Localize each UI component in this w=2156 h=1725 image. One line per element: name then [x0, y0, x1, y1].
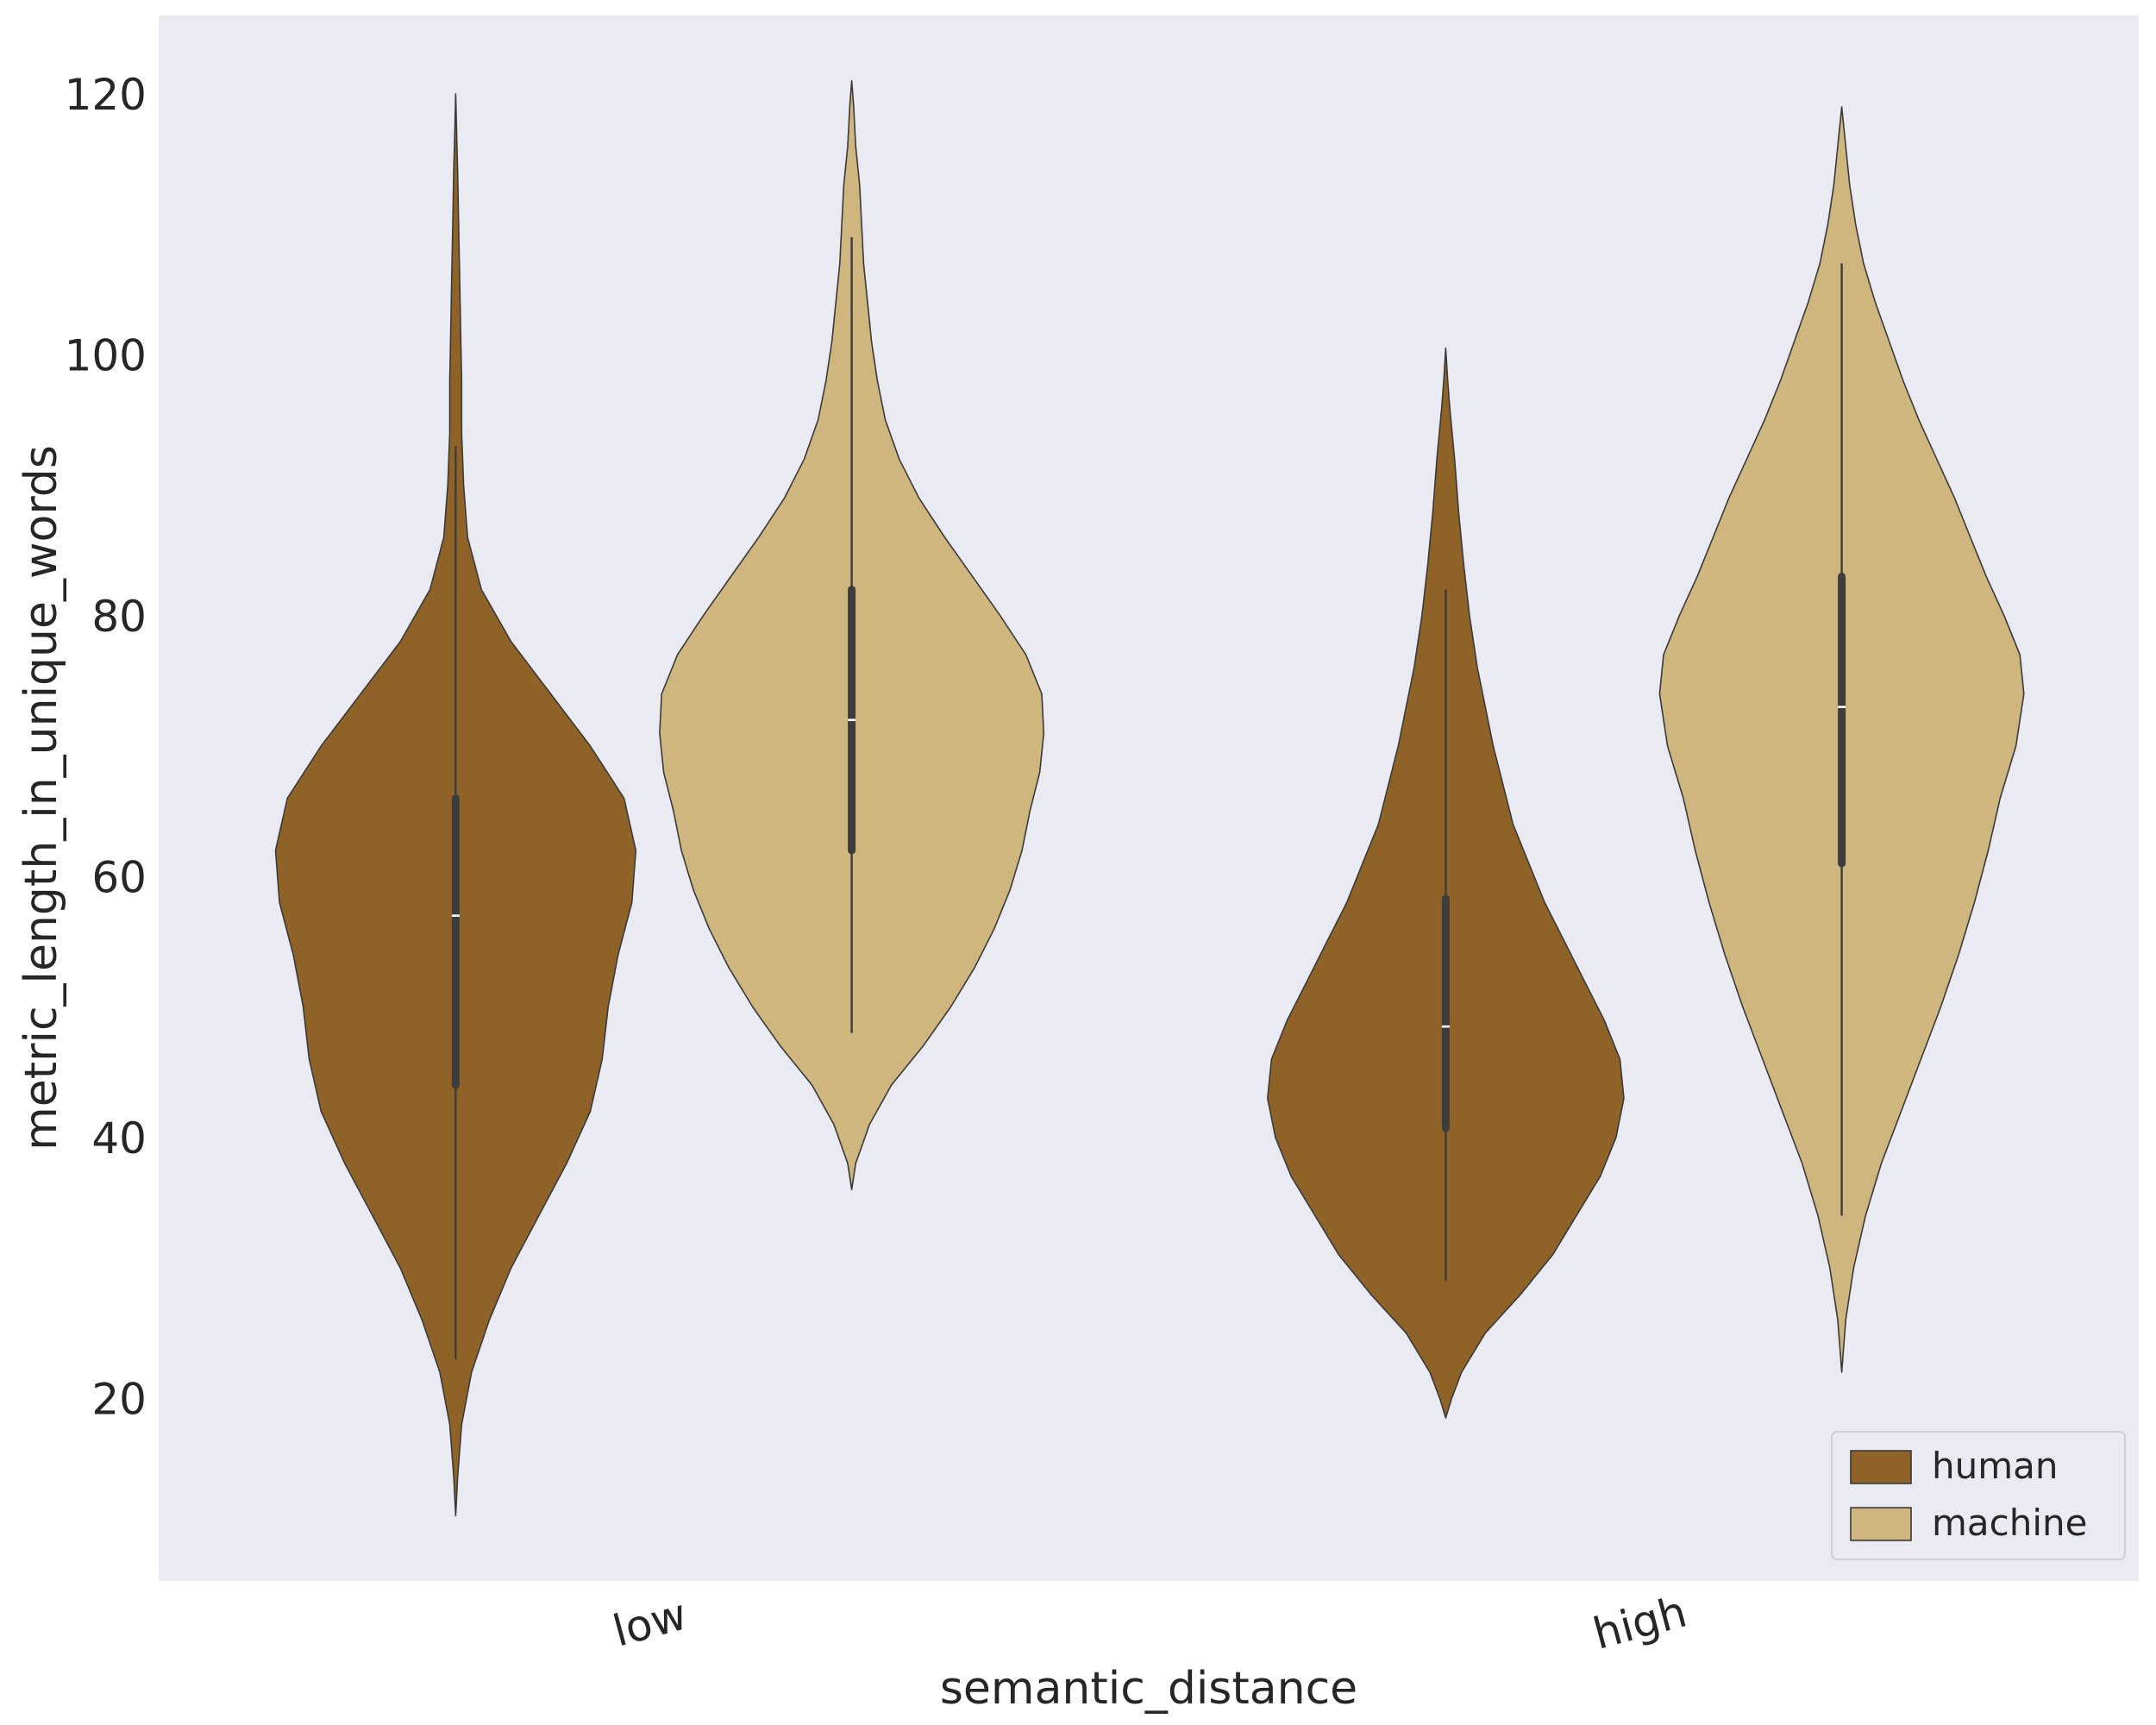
y-tick-label: 80 [91, 592, 147, 642]
x-axis-label: semantic_distance [940, 1663, 1357, 1715]
legend-swatch-machine [1850, 1507, 1912, 1541]
x-axis-ticks: low high [608, 1586, 1692, 1659]
legend-label-human: human [1932, 1445, 2059, 1487]
y-tick-label: 40 [91, 1113, 147, 1164]
y-axis-label: metric_length_in_unique_words [16, 445, 67, 1151]
y-axis-ticks: 20 40 60 80 100 120 [65, 70, 147, 1425]
legend-label-machine: machine [1932, 1502, 2088, 1544]
legend-swatch-human [1850, 1450, 1912, 1484]
x-tick-label-low: low [608, 1590, 692, 1657]
y-tick-label: 60 [91, 852, 147, 902]
x-tick-label-high: high [1588, 1586, 1691, 1659]
y-tick-label: 100 [65, 330, 147, 380]
y-tick-label: 20 [91, 1374, 147, 1424]
legend: human machine [1831, 1431, 2126, 1560]
violins-layer [274, 79, 2025, 1517]
y-tick-label: 120 [65, 70, 147, 120]
